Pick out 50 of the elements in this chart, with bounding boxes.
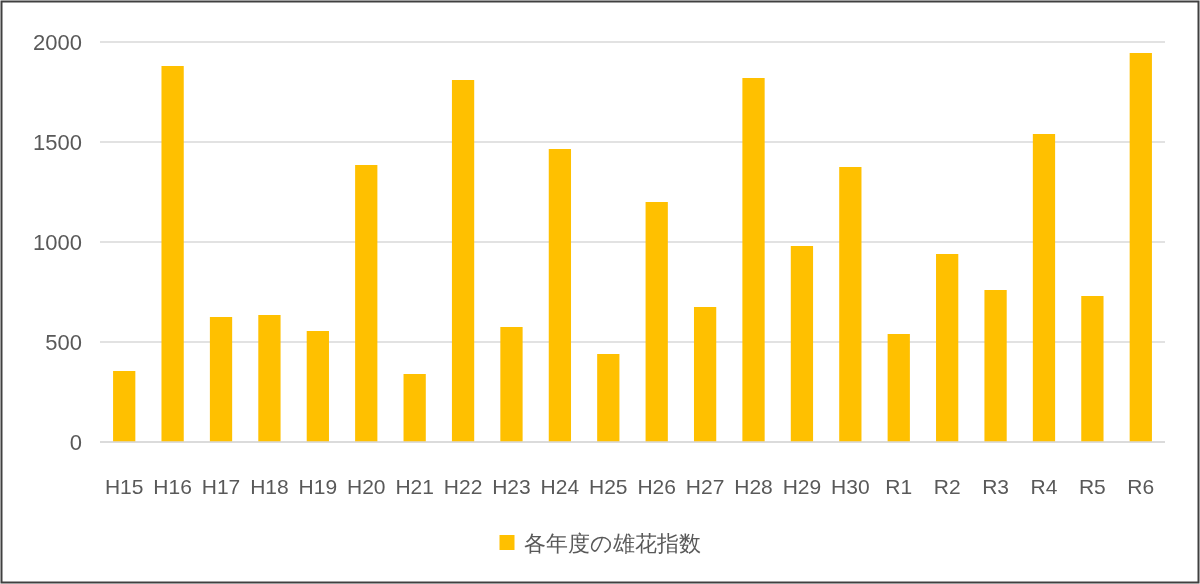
x-tick-label: H25 <box>589 475 628 498</box>
x-tick-label: H19 <box>298 475 338 498</box>
y-tick-label: 2000 <box>33 30 82 55</box>
x-tick-label: H23 <box>492 475 531 498</box>
x-tick-label: R6 <box>1127 475 1155 498</box>
x-tick-label: H24 <box>540 475 580 498</box>
bar <box>742 78 765 442</box>
bar <box>161 66 184 442</box>
bar <box>1032 134 1056 442</box>
legend-label: 各年度の雄花指数 <box>523 531 701 556</box>
bar <box>936 254 959 442</box>
x-tick-label: H26 <box>637 475 676 498</box>
y-tick-label: 0 <box>69 430 82 455</box>
y-tick-label: 1500 <box>33 130 82 155</box>
x-tick-label: R5 <box>1078 475 1106 498</box>
bar <box>790 246 814 442</box>
bar <box>839 167 862 442</box>
bar <box>645 202 668 442</box>
x-tick-label: H18 <box>250 475 289 498</box>
x-tick-label: R2 <box>933 475 961 498</box>
bar <box>1081 296 1104 442</box>
x-tick-label: H16 <box>153 475 192 498</box>
bar <box>500 327 523 442</box>
bar <box>548 149 572 442</box>
x-tick-label: R4 <box>1030 475 1058 498</box>
x-tick-label: H21 <box>395 475 434 498</box>
bar <box>693 307 717 442</box>
bar <box>209 317 233 442</box>
bar <box>403 374 426 442</box>
bar <box>887 334 910 442</box>
bar <box>113 371 136 442</box>
bar <box>258 315 281 442</box>
x-tick-label: H30 <box>831 475 870 498</box>
bar <box>1129 53 1152 442</box>
bar <box>355 165 378 442</box>
x-tick-label: H27 <box>685 475 725 498</box>
x-tick-label: H28 <box>734 475 773 498</box>
x-tick-label: R1 <box>885 475 913 498</box>
bar <box>306 331 329 442</box>
x-tick-label: H17 <box>201 475 241 498</box>
x-tick-label: R3 <box>982 475 1009 498</box>
x-tick-label: H15 <box>104 475 144 498</box>
bar <box>597 354 620 442</box>
x-tick-label: H20 <box>346 475 386 498</box>
y-tick-label: 500 <box>45 330 82 355</box>
y-tick-label: 1000 <box>33 230 82 255</box>
x-tick-label: H29 <box>782 475 822 498</box>
x-tick-label: H22 <box>443 475 483 498</box>
bar <box>451 80 475 442</box>
bar <box>984 290 1007 442</box>
